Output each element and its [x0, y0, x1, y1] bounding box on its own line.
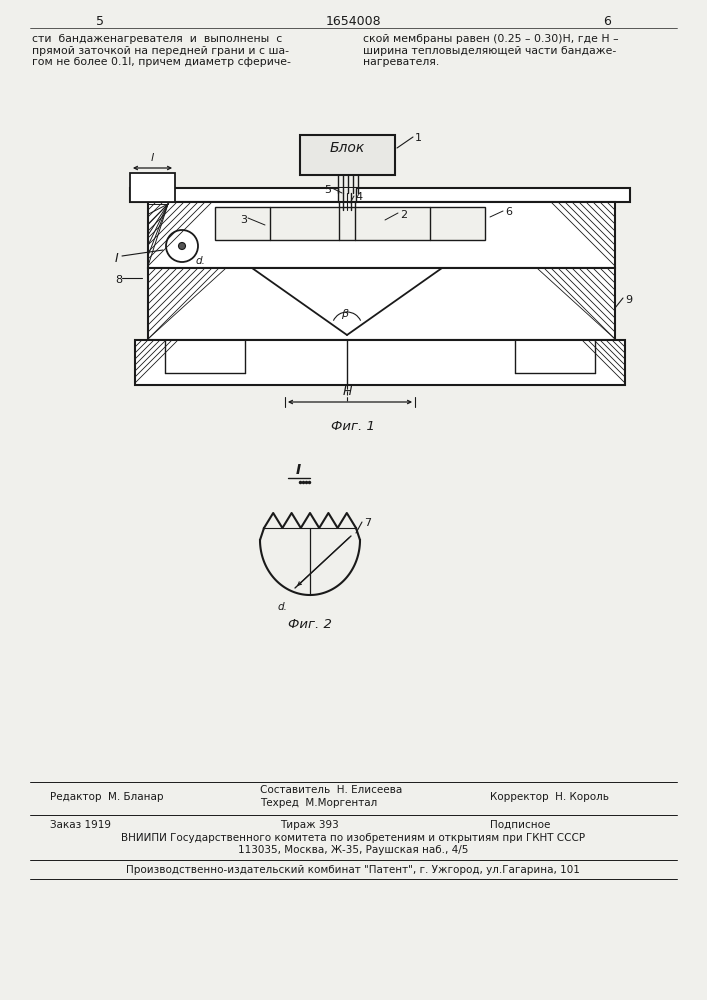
Bar — [148, 268, 615, 340]
Circle shape — [341, 209, 354, 222]
Text: 6: 6 — [505, 207, 512, 217]
Text: Н: Н — [342, 385, 351, 398]
Text: 3: 3 — [240, 215, 247, 225]
Bar — [130, 173, 175, 202]
Bar — [300, 135, 395, 175]
Bar — [338, 188, 356, 202]
Text: Фиг. 1: Фиг. 1 — [331, 420, 375, 433]
Circle shape — [178, 242, 185, 249]
Text: Блок: Блок — [329, 141, 365, 155]
Text: Производственно-издательский комбинат "Патент", г. Ужгород, ул.Гагарина, 101: Производственно-издательский комбинат "П… — [126, 865, 580, 875]
Text: Тираж 393: Тираж 393 — [280, 820, 339, 830]
Text: Заказ 1919: Заказ 1919 — [50, 820, 111, 830]
Text: 8: 8 — [115, 275, 122, 285]
Text: 6: 6 — [603, 15, 611, 28]
Circle shape — [166, 230, 198, 262]
Text: сти  бандаженагревателя  и  выполнены  с
прямой заточкой на передней грани и с ш: сти бандаженагревателя и выполнены с пря… — [32, 34, 291, 67]
Text: 4: 4 — [355, 192, 362, 202]
Text: 7: 7 — [364, 518, 371, 528]
Text: d.: d. — [277, 602, 287, 612]
Text: l: l — [151, 153, 153, 163]
Text: I: I — [296, 463, 300, 477]
Bar — [130, 188, 630, 202]
Text: Составитель  Н. Елисеева: Составитель Н. Елисеева — [260, 785, 402, 795]
Text: I: I — [115, 252, 119, 265]
Bar — [148, 202, 615, 268]
Text: 1: 1 — [415, 133, 422, 143]
Text: Фиг. 2: Фиг. 2 — [288, 618, 332, 631]
Bar — [215, 207, 485, 240]
Text: 1654008: 1654008 — [325, 15, 381, 28]
Text: 2: 2 — [400, 210, 407, 220]
Text: 5: 5 — [324, 185, 331, 195]
Text: 9: 9 — [625, 295, 632, 305]
Text: 5: 5 — [96, 15, 104, 28]
Text: Техред  М.Моргентал: Техред М.Моргентал — [260, 798, 378, 808]
Text: d.: d. — [196, 256, 206, 266]
Text: 113035, Москва, Ж-35, Раушская наб., 4/5: 113035, Москва, Ж-35, Раушская наб., 4/5 — [238, 845, 468, 855]
Text: Редактор  М. Бланар: Редактор М. Бланар — [50, 792, 163, 802]
Text: ВНИИПИ Государственного комитета по изобретениям и открытиям при ГКНТ СССР: ВНИИПИ Государственного комитета по изоб… — [121, 833, 585, 843]
Text: Подписное: Подписное — [490, 820, 550, 830]
Text: β: β — [341, 309, 349, 319]
Text: Корректор  Н. Король: Корректор Н. Король — [490, 792, 609, 802]
Bar — [135, 340, 625, 385]
Text: ской мембраны равен (0.25 – 0.30)Н, где Н –
ширина тепловыделяющей части бандаже: ской мембраны равен (0.25 – 0.30)Н, где … — [363, 34, 619, 67]
